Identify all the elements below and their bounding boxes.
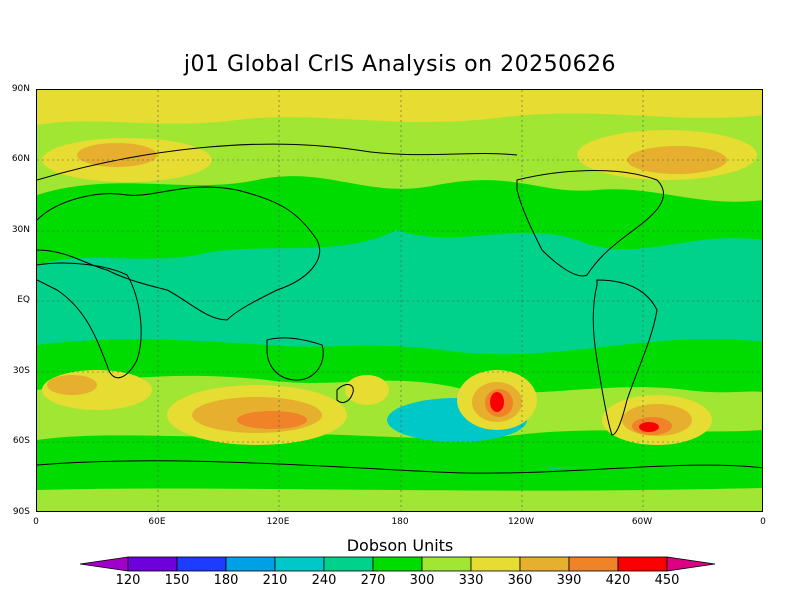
colorbar-label: 390 bbox=[556, 573, 582, 588]
colorbar-label: 240 bbox=[311, 573, 337, 588]
colorbar-label: 300 bbox=[409, 573, 435, 588]
colorbar-label: 420 bbox=[605, 573, 631, 588]
colorbar-swatch bbox=[176, 556, 227, 572]
colorbar-swatch bbox=[225, 556, 276, 572]
colorbar-swatch bbox=[568, 556, 619, 572]
lat-label: 60N bbox=[11, 154, 30, 164]
lon-label: 120W bbox=[507, 517, 535, 527]
lon-label: 60W bbox=[631, 517, 653, 527]
colorbar-high-triangle bbox=[666, 556, 716, 572]
colorbar-swatch bbox=[323, 556, 374, 572]
colorbar-swatch bbox=[470, 556, 521, 572]
colorbar-swatch bbox=[421, 556, 472, 572]
colorbar-label: 330 bbox=[458, 573, 484, 588]
colorbar bbox=[80, 556, 716, 572]
lon-label: 60E bbox=[148, 517, 166, 527]
colorbar-swatch bbox=[617, 556, 668, 572]
colorbar-low-triangle bbox=[80, 556, 129, 572]
lat-label: 90N bbox=[11, 84, 30, 94]
colorbar-label: 210 bbox=[262, 573, 288, 588]
colorbar-title: Dobson Units bbox=[346, 536, 454, 555]
ozone-map-graphic bbox=[37, 90, 762, 511]
colorbar-label: 270 bbox=[360, 573, 386, 588]
lon-label: 0 bbox=[33, 517, 39, 527]
colorbar-swatch bbox=[519, 556, 570, 572]
colorbar-label: 150 bbox=[164, 573, 190, 588]
colorbar-label: 180 bbox=[213, 573, 239, 588]
lon-label: 120E bbox=[266, 517, 290, 527]
lon-label: 0 bbox=[760, 517, 766, 527]
lat-label: 60S bbox=[12, 436, 30, 446]
lat-label: 30S bbox=[12, 366, 30, 376]
lat-label: 30N bbox=[11, 225, 30, 235]
colorbar-label: 120 bbox=[115, 573, 141, 588]
colorbar-swatch bbox=[274, 556, 325, 572]
colorbar-swatch bbox=[372, 556, 423, 572]
lat-label: 90S bbox=[12, 507, 30, 517]
colorbar-swatch bbox=[127, 556, 178, 572]
ozone-map bbox=[36, 89, 763, 512]
lon-label: 180 bbox=[391, 517, 409, 527]
lat-label: EQ bbox=[17, 295, 30, 305]
colorbar-label: 360 bbox=[507, 573, 533, 588]
map-title: j01 Global CrIS Analysis on 20250626 bbox=[183, 52, 617, 77]
colorbar-label: 450 bbox=[654, 573, 680, 588]
